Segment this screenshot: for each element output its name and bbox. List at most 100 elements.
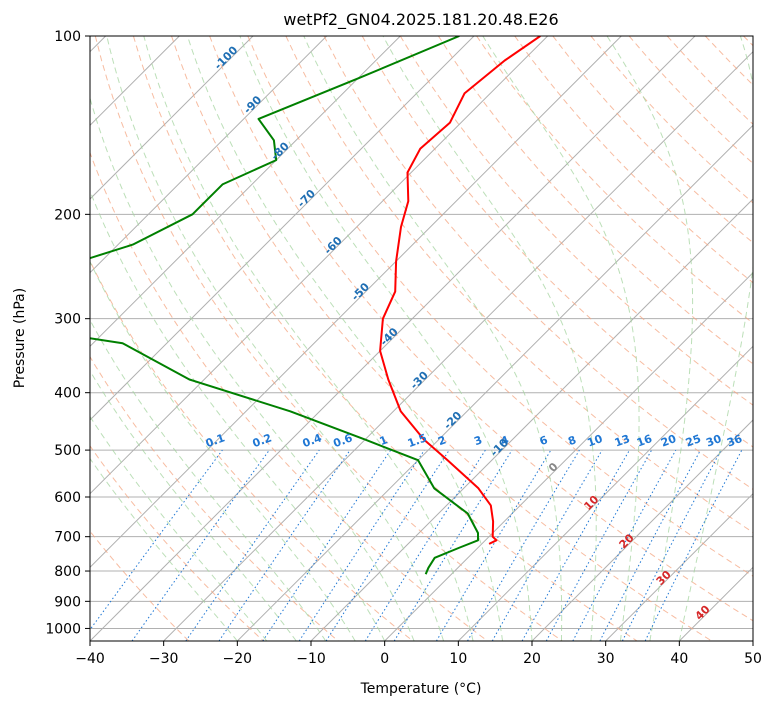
mixing-ratio-line xyxy=(185,449,320,641)
mixing-ratio-label: 8 xyxy=(566,433,578,448)
moist-adiabat-line xyxy=(90,96,415,641)
dry-adiabat-line xyxy=(285,36,753,534)
dewpoint-profile-line xyxy=(90,36,479,575)
y-tick-label: 100 xyxy=(54,29,81,45)
y-tick-label: 600 xyxy=(54,490,81,506)
dry-adiabat-line xyxy=(209,36,753,622)
chart-title: wetPf2_GN04.2025.181.20.48.E26 xyxy=(283,10,558,30)
mixing-ratio-label: 36 xyxy=(725,432,744,450)
mixing-ratio-line xyxy=(572,449,677,641)
isotherm-line xyxy=(90,36,696,641)
isotherm-line xyxy=(384,271,753,641)
mixing-ratio-label: 20 xyxy=(659,432,678,450)
moist-adiabat-line xyxy=(678,36,753,641)
mixing-ratio-line xyxy=(393,449,513,641)
dry-adiabat-line xyxy=(90,151,489,641)
mixing-ratio-line xyxy=(90,449,223,631)
y-tick-label: 400 xyxy=(54,386,81,402)
moist-adiabat-line xyxy=(90,189,386,641)
dry-adiabat-line xyxy=(514,36,753,284)
mixing-ratio-line xyxy=(131,449,270,641)
y-tick-label: 300 xyxy=(54,312,81,328)
y-axis-title: Pressure (hPa) xyxy=(12,288,28,388)
x-tick-label: 0 xyxy=(380,651,389,667)
y-tick-label: 900 xyxy=(54,594,81,610)
mixing-ratio-label: 16 xyxy=(635,432,654,450)
moist-adiabat-line xyxy=(90,457,238,641)
isotherm-line xyxy=(90,36,475,421)
mixing-ratio-label: 4 xyxy=(499,433,511,448)
moist-adiabat-line xyxy=(106,36,445,641)
isotherm-line xyxy=(236,124,753,641)
moist-adiabat-line xyxy=(90,415,268,641)
mixing-ratio-line xyxy=(325,449,450,641)
x-tick-label: −30 xyxy=(149,651,179,667)
isotherm-line xyxy=(90,36,622,569)
isotherm-line xyxy=(457,345,753,641)
isotherm-line xyxy=(90,36,549,495)
mixing-ratio-label: 0.1 xyxy=(204,431,227,450)
moist-adiabat-line xyxy=(90,369,297,641)
y-tick-label: 200 xyxy=(54,207,81,223)
dry-adiabat-line xyxy=(171,36,713,641)
x-tick-label: 20 xyxy=(523,651,541,667)
mixing-ratio-label: 0.4 xyxy=(301,431,324,450)
x-axis-title: Temperature (°C) xyxy=(360,681,482,697)
dry-adiabat-line xyxy=(90,355,339,641)
y-tick-label: 500 xyxy=(54,443,81,459)
dry-adiabat-line xyxy=(247,36,753,577)
x-tick-label: 10 xyxy=(449,651,467,667)
mixing-ratio-line xyxy=(644,449,743,641)
mixing-ratio-line xyxy=(545,449,653,641)
moist-adiabat-line xyxy=(482,36,640,641)
mixing-ratio-line xyxy=(521,449,630,641)
mixing-ratio-label: 6 xyxy=(538,433,550,448)
isotherm-line xyxy=(605,492,753,641)
x-tick-label: −20 xyxy=(223,651,253,667)
moist-adiabat-line xyxy=(382,36,597,641)
dry-adiabat-line xyxy=(94,36,564,641)
dry-adiabat-line xyxy=(361,36,753,448)
x-tick-label: 30 xyxy=(597,651,615,667)
mixing-ratio-line xyxy=(298,449,425,641)
moist-adiabat-line xyxy=(303,36,563,641)
temperature-profile-line xyxy=(379,36,541,545)
mixing-ratio-label: 1 xyxy=(378,433,390,448)
isotherm-line xyxy=(531,419,753,641)
moist-adiabat-line xyxy=(239,36,533,641)
isotherm-line xyxy=(163,50,753,641)
mixing-ratio-label: 3 xyxy=(472,433,484,448)
mixing-ratio-label: 1.5 xyxy=(406,431,429,450)
dry-adiabat-line xyxy=(323,36,753,490)
isotherm-line xyxy=(90,36,328,274)
dry-adiabat-line xyxy=(476,36,753,324)
x-tick-label: 50 xyxy=(744,651,762,667)
dry-adiabat-line xyxy=(132,36,638,641)
moist-adiabat-line xyxy=(143,36,474,641)
moist-adiabat-line xyxy=(187,36,503,641)
y-tick-label: 800 xyxy=(54,564,81,580)
plot-frame xyxy=(89,35,754,642)
mixing-ratio-label: 10 xyxy=(585,432,604,450)
x-tick-label: −40 xyxy=(75,651,105,667)
moist-adiabat-line xyxy=(90,260,356,641)
mixing-ratio-label: 25 xyxy=(684,432,703,449)
y-tick-label: 700 xyxy=(54,530,81,546)
mixing-ratio-label: 2 xyxy=(436,433,448,448)
moist-adiabat-line xyxy=(90,319,327,641)
isotherm-line xyxy=(90,36,254,200)
x-tick-label: 40 xyxy=(670,651,688,667)
x-tick-label: −10 xyxy=(296,651,326,667)
dry-adiabat-line xyxy=(90,530,190,641)
dry-adiabat-line xyxy=(90,445,265,641)
mixing-ratio-label: 0.2 xyxy=(251,431,274,450)
mixing-ratio-label: 30 xyxy=(704,432,723,450)
mixing-ratio-label: 13 xyxy=(613,432,632,449)
moist-adiabat-line xyxy=(606,36,694,641)
dry-adiabat-line xyxy=(90,259,414,641)
mixing-ratio-label: 0.6 xyxy=(332,431,355,450)
mixing-ratio-line xyxy=(262,449,392,641)
y-tick-label: 1000 xyxy=(45,621,81,637)
mixing-ratio-line xyxy=(218,449,351,641)
